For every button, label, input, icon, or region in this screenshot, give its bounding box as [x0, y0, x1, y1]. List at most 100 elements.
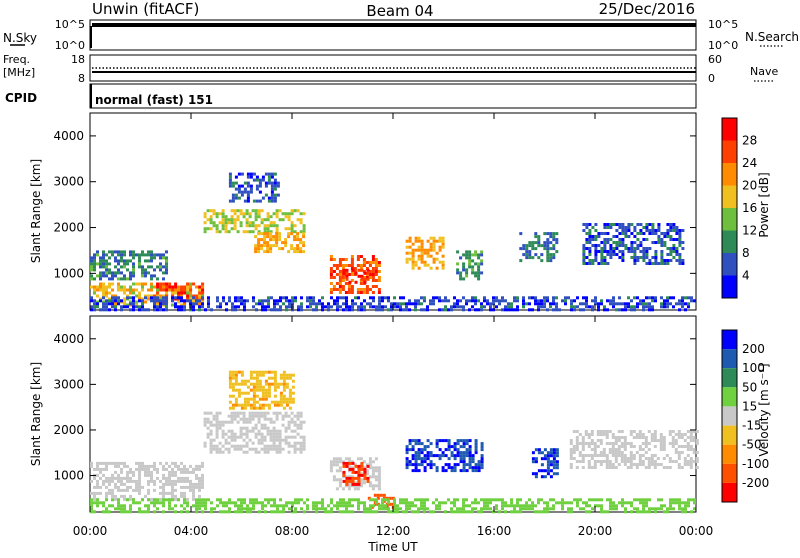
power-cell — [615, 223, 619, 226]
power-cell — [624, 247, 628, 250]
velocity-cell — [237, 388, 241, 392]
power-cell — [573, 305, 576, 309]
velocity-cell — [288, 394, 292, 398]
power-cell — [480, 253, 484, 257]
velocity-cell — [228, 400, 232, 404]
velocity-colorbar-tick: 100 — [742, 361, 765, 375]
power-cell — [546, 296, 549, 300]
power-cell — [236, 209, 240, 213]
velocity-cell — [600, 507, 603, 511]
velocity-cell — [233, 438, 237, 442]
power-cell — [618, 226, 622, 229]
power-cell — [666, 229, 670, 232]
power-cell — [114, 256, 117, 260]
velocity-cell — [212, 447, 216, 451]
velocity-cell — [282, 397, 286, 401]
power-cell — [402, 302, 405, 306]
velocity-colorbar-frame — [721, 329, 738, 503]
velocity-cell — [642, 498, 645, 502]
power-cell — [408, 236, 412, 240]
velocity-cell — [245, 444, 249, 448]
velocity-cell — [368, 463, 372, 467]
power-cell — [278, 238, 282, 242]
power-cell — [645, 262, 649, 265]
power-cell — [233, 227, 237, 231]
velocity-cell — [243, 501, 246, 505]
velocity-cell — [96, 467, 99, 471]
velocity-cell — [330, 501, 333, 505]
power-cell — [438, 239, 442, 243]
velocity-cell — [435, 466, 439, 470]
velocity-cell — [614, 460, 618, 463]
power-cell — [228, 299, 231, 303]
power-cell — [111, 296, 114, 300]
velocity-cell — [236, 447, 240, 451]
power-cell — [162, 265, 165, 269]
velocity-cell — [273, 379, 277, 383]
power-cell — [462, 262, 466, 266]
velocity-cell — [572, 451, 576, 454]
power-cell — [102, 294, 105, 298]
velocity-cell — [332, 475, 336, 479]
velocity-cell — [207, 498, 210, 502]
velocity-cell — [525, 504, 528, 508]
power-cell — [606, 308, 609, 312]
power-cell — [642, 259, 646, 262]
power-cell — [540, 253, 544, 257]
power-cell — [117, 262, 120, 266]
power-cell — [312, 296, 315, 300]
power-cell — [678, 232, 682, 235]
velocity-cell — [246, 391, 250, 395]
power-cell — [579, 302, 582, 306]
velocity-cell — [671, 445, 675, 448]
power-cell — [275, 230, 279, 234]
velocity-cell — [162, 494, 165, 498]
power-cell — [243, 181, 247, 185]
velocity-cell — [414, 442, 418, 446]
power-cell — [150, 282, 153, 286]
velocity-cell — [96, 498, 99, 502]
velocity-cell — [252, 391, 256, 395]
velocity-cell — [426, 451, 430, 455]
velocity-cell — [513, 504, 516, 508]
power-cell — [225, 302, 228, 306]
velocity-cell — [147, 470, 150, 474]
power-cell — [648, 302, 651, 306]
power-cell — [576, 296, 579, 300]
velocity-cell — [150, 497, 153, 501]
velocity-cell — [578, 451, 582, 454]
velocity-cell — [686, 436, 690, 439]
velocity-cell — [357, 467, 361, 471]
velocity-cell — [165, 467, 168, 471]
power-cell — [606, 241, 610, 244]
velocity-cell — [590, 454, 594, 457]
power-cell — [309, 299, 312, 303]
velocity-cell — [605, 433, 609, 436]
velocity-cell — [480, 507, 483, 511]
power-cell — [264, 305, 267, 309]
power-cell — [293, 247, 297, 251]
power-cell — [299, 221, 303, 225]
power-cell — [111, 302, 114, 306]
power-cell — [633, 259, 637, 262]
power-cell — [329, 276, 333, 279]
velocity-cell — [168, 498, 171, 502]
power-cell — [99, 277, 102, 281]
power-cell — [302, 250, 306, 254]
velocity-cell — [435, 442, 439, 446]
power-cell — [258, 178, 262, 182]
power-cell — [231, 305, 234, 309]
velocity-cell — [275, 429, 279, 433]
velocity-cell — [180, 510, 183, 514]
velocity-cell — [260, 438, 264, 442]
power-cell — [624, 229, 628, 232]
power-cell — [273, 181, 277, 185]
velocity-cell — [584, 442, 588, 445]
power-cell — [477, 271, 481, 275]
power-cell — [588, 253, 592, 256]
velocity-cell — [156, 467, 159, 471]
power-cell — [648, 296, 651, 300]
power-cell — [294, 299, 297, 303]
power-cell — [275, 235, 279, 239]
power-cell — [186, 297, 190, 301]
